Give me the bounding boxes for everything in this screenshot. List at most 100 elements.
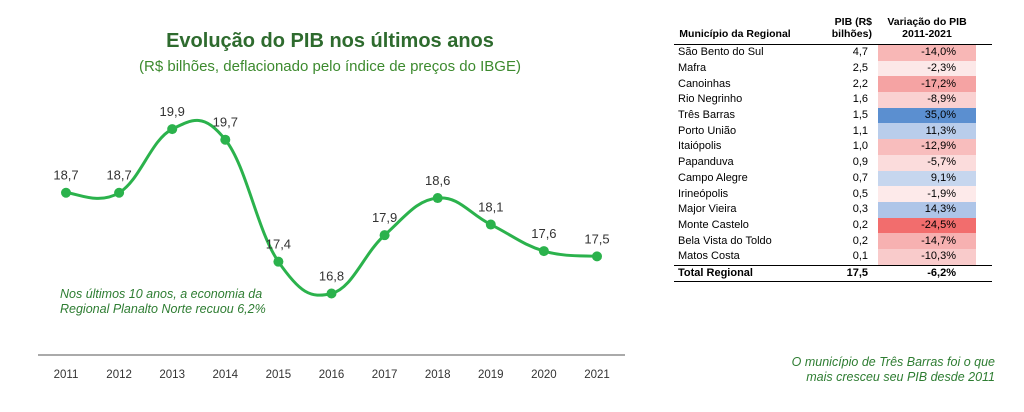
data-label-2021: 17,5 <box>584 231 609 246</box>
table-row: Papanduva 0,9 -5,7% <box>674 154 992 171</box>
x-tick-label-2018: 2018 <box>425 369 451 381</box>
data-point-2020 <box>538 246 549 257</box>
header-pib: PIB (R$ bilhões) <box>796 10 878 45</box>
cell-variacao: -14,7% <box>878 233 976 249</box>
table-row: Matos Costa 0,1 -10,3% <box>674 248 992 266</box>
cell-variacao: -24,5% <box>878 217 976 234</box>
table-row: Rio Negrinho 1,6 -8,9% <box>674 92 992 108</box>
data-label-2012: 18,7 <box>106 168 131 183</box>
cell-pib: 0,5 <box>852 187 868 200</box>
x-tick-label-2014: 2014 <box>213 369 239 381</box>
cell-total-variacao: -6,2% <box>878 264 976 283</box>
foot-note: O município de Três Barras foi o que mai… <box>791 355 995 384</box>
cell-variacao: -1,9% <box>878 186 976 202</box>
cell-municipio: Mafra <box>678 62 707 75</box>
cell-pib: 4,7 <box>852 46 868 59</box>
data-label-2014: 19,7 <box>213 115 238 130</box>
cell-pad <box>976 155 992 171</box>
cell-variacao: 9,1% <box>878 170 976 187</box>
chart-subtitle: (R$ bilhões, deflacionado pelo índice de… <box>139 58 521 75</box>
municipios-table-wrapper: Município da Regional PIB (R$ bilhões) V… <box>674 10 992 283</box>
cell-municipio: Matos Costa <box>678 250 740 263</box>
cell-variacao: 35,0% <box>878 107 976 124</box>
cell-pad <box>976 45 992 61</box>
cell-municipio: Itaiópolis <box>678 140 722 153</box>
x-tick-label-2011: 2011 <box>54 369 79 381</box>
cell-variacao: -8,9% <box>878 92 976 108</box>
table-row: Irineópolis 0,5 -1,9% <box>674 186 992 202</box>
x-tick-label-2021: 2021 <box>584 369 610 381</box>
cell-variacao: -14,0% <box>878 44 976 61</box>
x-tick-label-2020: 2020 <box>531 369 557 381</box>
x-tick-label-2015: 2015 <box>266 369 292 381</box>
cell-municipio: Major Vieira <box>678 203 737 216</box>
table-header-row: Município da Regional PIB (R$ bilhões) V… <box>674 10 992 45</box>
cell-pad <box>976 249 992 265</box>
cell-municipio: Monte Castelo <box>678 218 749 231</box>
data-point-2015 <box>273 256 284 267</box>
cell-pad <box>976 108 992 124</box>
cell-variacao: -17,2% <box>878 76 976 93</box>
table-row: Bela Vista do Toldo 0,2 -14,7% <box>674 233 992 249</box>
cell-municipio: Rio Negrinho <box>678 93 743 106</box>
table-row: Porto União 1,1 11,3% <box>674 123 992 140</box>
cell-municipio: Irineópolis <box>678 187 729 200</box>
header-variacao: Variação do PIB 2011-2021 <box>878 10 976 45</box>
x-tick-label-2017: 2017 <box>372 369 398 381</box>
cell-variacao: -12,9% <box>878 139 976 155</box>
cell-pad <box>976 202 992 218</box>
cell-pib: 1,5 <box>852 109 868 122</box>
cell-pib: 0,2 <box>852 218 868 231</box>
cell-pad <box>976 139 992 155</box>
cell-municipio: Papanduva <box>678 156 734 169</box>
cell-pib: 1,6 <box>852 93 868 106</box>
data-point-2019 <box>485 219 496 230</box>
data-label-2011: 18,7 <box>53 168 78 183</box>
cell-pad <box>976 76 992 92</box>
cell-pad <box>976 233 992 249</box>
x-tick-label-2019: 2019 <box>478 369 504 381</box>
cell-variacao: -2,3% <box>878 60 976 77</box>
chart-title: Evolução do PIB nos últimos anos <box>166 30 494 52</box>
cell-municipio: São Bento do Sul <box>678 46 764 59</box>
x-tick-label-2012: 2012 <box>106 369 132 381</box>
table-row: Itaiópolis 1,0 -12,9% <box>674 139 992 155</box>
table-row: Três Barras 1,5 35,0% <box>674 107 992 124</box>
cell-variacao: 14,3% <box>878 201 976 218</box>
cell-municipio: Canoinhas <box>678 77 731 90</box>
table-row: Major Vieira 0,3 14,3% <box>674 201 992 218</box>
cell-pad <box>976 264 992 283</box>
x-tick-label-2016: 2016 <box>319 369 345 381</box>
cell-pib: 0,9 <box>852 156 868 169</box>
cell-pib: 1,1 <box>852 124 868 137</box>
cell-total-label: Total Regional <box>674 264 796 283</box>
data-point-2018 <box>432 193 443 204</box>
cell-variacao: 11,3% <box>878 123 976 140</box>
data-point-2021 <box>592 251 602 262</box>
cell-variacao: -5,7% <box>878 154 976 171</box>
cell-pad <box>976 92 992 108</box>
data-label-2015: 17,4 <box>266 237 291 252</box>
data-label-2013: 19,9 <box>160 104 185 119</box>
cell-municipio: Campo Alegre <box>678 171 748 184</box>
municipios-table: Município da Regional PIB (R$ bilhões) V… <box>674 10 992 283</box>
pib-line-chart: 18,7 2011 18,7 2012 19,9 2013 19,7 2014 17,4 2015… <box>38 104 625 381</box>
cell-pad <box>976 171 992 187</box>
data-point-2013 <box>167 124 178 135</box>
cell-pib: 2,5 <box>852 62 868 75</box>
data-label-2016: 16,8 <box>319 268 344 283</box>
cell-pib: 0,1 <box>852 250 868 263</box>
table-row: Mafra 2,5 -2,3% <box>674 60 992 77</box>
cell-pib: 0,3 <box>852 203 868 216</box>
cell-pib: 2,2 <box>852 77 868 90</box>
data-point-2017 <box>379 230 390 241</box>
table-total-row: Total Regional 17,5 -6,2% <box>674 264 992 283</box>
cell-variacao: -10,3% <box>878 248 976 266</box>
table-row: Canoinhas 2,2 -17,2% <box>674 76 992 93</box>
cell-total-pib: 17,5 <box>796 264 878 283</box>
cell-municipio: Três Barras <box>678 109 736 122</box>
table-row: Monte Castelo 0,2 -24,5% <box>674 217 992 234</box>
cell-pib: 0,7 <box>852 171 868 184</box>
chart-note: Nos últimos 10 anos, a economia da Regio… <box>60 287 266 316</box>
cell-pad <box>976 218 992 234</box>
